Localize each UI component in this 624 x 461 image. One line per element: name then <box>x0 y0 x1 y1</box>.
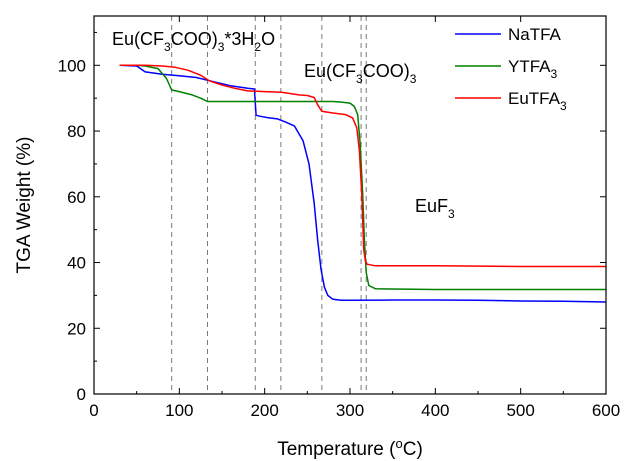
y-tick-label: 0 <box>77 385 86 404</box>
series-lines <box>119 64 607 303</box>
x-tick-label: 200 <box>250 401 278 420</box>
y-tick-label: 80 <box>67 122 86 141</box>
x-axis-title: Temperature (oC) <box>277 436 423 460</box>
legend-label-natfa: NaTFA <box>508 25 562 44</box>
tick-labels: 0 100 200 300 400 500 600 0 20 40 60 80 100 <box>58 56 621 420</box>
axis-ticks <box>93 16 607 395</box>
legend: NaTFA YTFA3 EuTFA3 <box>455 25 567 113</box>
annotation-anhydrous: Eu(CF3COO)3 <box>304 61 417 86</box>
legend-label-eutfa3: EuTFA3 <box>508 89 567 113</box>
annotation-euf3: EuF3 <box>415 196 455 221</box>
y-tick-label: 100 <box>58 56 86 75</box>
x-tick-label: 100 <box>165 401 193 420</box>
y-tick-label: 60 <box>67 188 86 207</box>
x-tick-label: 0 <box>89 401 98 420</box>
x-tick-label: 600 <box>592 401 620 420</box>
x-tick-label: 500 <box>506 401 534 420</box>
y-tick-label: 20 <box>67 319 86 338</box>
y-axis-title: TGA Weight (%) <box>14 137 35 274</box>
annotation-hydrate: Eu(CF3COO)3*3H2O <box>112 29 275 54</box>
x-tick-label: 400 <box>421 401 449 420</box>
series-line-eutfa3 <box>119 64 606 268</box>
y-tick-label: 40 <box>67 254 86 273</box>
series-line-ytfa3 <box>119 64 606 291</box>
x-tick-label: 300 <box>336 401 364 420</box>
legend-label-ytfa3: YTFA3 <box>508 57 558 81</box>
series-line-natfa <box>119 64 607 303</box>
